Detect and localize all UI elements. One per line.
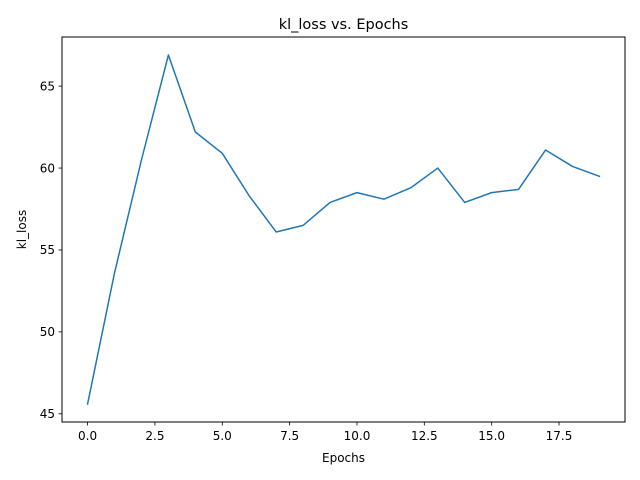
x-tick-label: 10.0 [344,429,371,443]
series-line-0 [86,54,601,405]
x-tick-label: 5.0 [213,429,232,443]
x-tick-label: 15.0 [478,429,505,443]
chart-title: kl_loss vs. Epochs [279,17,409,33]
x-tick-label: 12.5 [411,429,438,443]
plot-area [62,37,625,422]
y-tick-label: 50 [40,325,55,339]
y-axis-ticks: 45 50 55 60 65 [40,79,62,421]
x-tick-label: 2.5 [145,429,164,443]
x-axis-ticks: 0.0 2.5 5.0 7.5 10.0 12.5 15.0 17.5 [78,422,572,443]
x-tick-label: 7.5 [280,429,299,443]
x-tick-label: 17.5 [546,429,573,443]
y-tick-label: 60 [40,161,55,175]
y-axis-label: kl_loss [15,210,29,249]
x-axis-label: Epochs [322,451,365,465]
y-tick-label: 45 [40,407,55,421]
x-tick-label: 0.0 [78,429,97,443]
y-tick-label: 55 [40,243,55,257]
series-layer [86,54,601,405]
plot-frame [61,36,626,423]
y-tick-label: 65 [40,79,55,93]
